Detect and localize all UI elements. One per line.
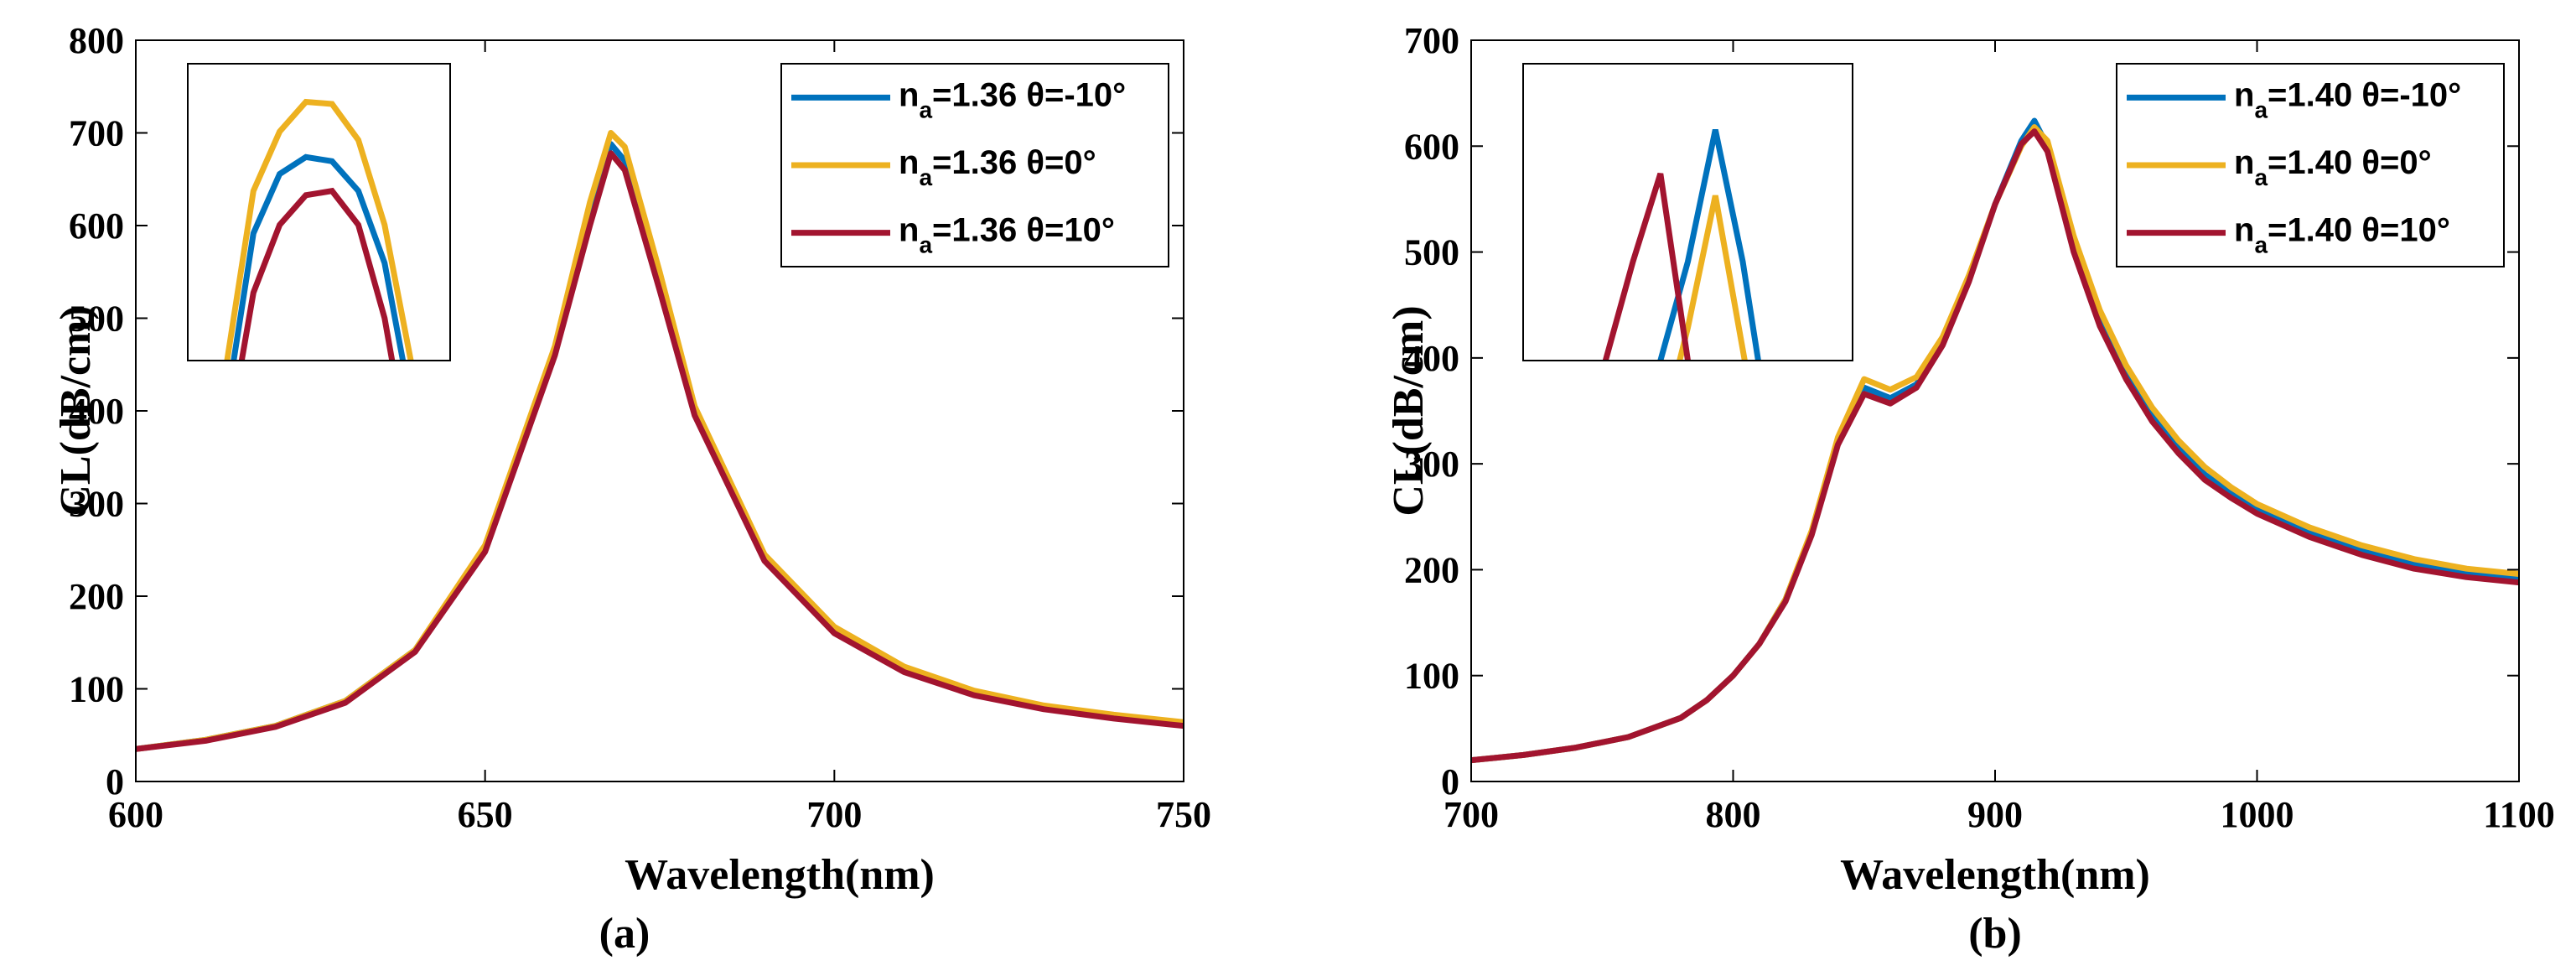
legend-label: na=1.40 θ=0° bbox=[2234, 144, 2432, 190]
inset-series-line-2 bbox=[1677, 195, 1748, 361]
x-tick-label: 1000 bbox=[2221, 794, 2294, 835]
y-tick-label: 400 bbox=[69, 391, 124, 432]
legend-label: na=1.36 θ=0° bbox=[899, 144, 1096, 190]
legend-label-sub: a bbox=[2254, 96, 2268, 122]
legend: na=1.40 θ=-10°na=1.40 θ=0°na=1.40 θ=10° bbox=[2116, 63, 2505, 267]
x-axis-label: Wavelength(nm) bbox=[1840, 851, 2150, 899]
y-tick-label: 700 bbox=[1404, 20, 1459, 61]
y-tick-label: 800 bbox=[69, 20, 124, 61]
legend-label-rest: =1.40 θ=0° bbox=[2268, 144, 2432, 181]
inset-background bbox=[188, 64, 450, 361]
x-axis-label: Wavelength(nm) bbox=[625, 851, 935, 899]
series-layer bbox=[136, 130, 1184, 752]
legend-label-sub: a bbox=[919, 164, 932, 190]
x-tick-label: 1100 bbox=[2483, 794, 2555, 835]
y-tick-labels: 0 100 200 300 400 500 600 700 bbox=[1404, 20, 1459, 802]
y-tick-label: 600 bbox=[69, 205, 124, 247]
legend-label-main: n bbox=[2234, 144, 2254, 181]
inset-series-layer bbox=[1602, 128, 1761, 361]
panel-label: (b) bbox=[1968, 910, 2022, 958]
x-tick-labels: 600 650 700 750 bbox=[108, 794, 1211, 835]
y-tick-label: 100 bbox=[1404, 656, 1459, 697]
inset-series-line-3 bbox=[238, 187, 396, 361]
x-tick-label: 750 bbox=[1156, 794, 1211, 835]
legend-label-rest: =1.36 θ=-10° bbox=[932, 76, 1126, 113]
legend-label: na=1.40 θ=-10° bbox=[2234, 76, 2461, 122]
legend-label-sub: a bbox=[919, 96, 932, 122]
legend-label-rest: =1.40 θ=10° bbox=[2268, 212, 2450, 249]
tick-marks bbox=[135, 39, 1184, 782]
inset-background bbox=[1523, 64, 1853, 361]
y-tick-label: 300 bbox=[1404, 444, 1459, 485]
inset-series-line-2 bbox=[224, 98, 414, 361]
legend-label-main: n bbox=[2234, 76, 2254, 113]
inset-series-line-3 bbox=[1602, 173, 1692, 361]
legend-label-rest: =1.36 θ=10° bbox=[932, 212, 1115, 249]
legend-label-sub: a bbox=[2254, 164, 2268, 190]
x-tick-label: 900 bbox=[1967, 794, 2023, 835]
y-axis-label: CL(dB/cm) bbox=[1385, 305, 1433, 516]
legend: na=1.36 θ=-10°na=1.36 θ=0°na=1.36 θ=10° bbox=[780, 63, 1169, 267]
x-tick-label: 800 bbox=[1706, 794, 1761, 835]
legend-label-main: n bbox=[899, 144, 919, 181]
y-tick-labels: 0 100 200 300 400 500 600 700 800 bbox=[69, 20, 124, 802]
y-tick-label: 500 bbox=[1404, 232, 1459, 273]
x-tick-label: 700 bbox=[806, 794, 862, 835]
x-tick-label: 650 bbox=[458, 794, 513, 835]
chart-panel-a: 0 100 200 300 400 500 600 700 800 600 650 700 750 W… bbox=[52, 20, 1211, 958]
inset-zoom bbox=[1522, 63, 1853, 361]
legend-label-sub: a bbox=[2254, 232, 2268, 258]
y-tick-label: 400 bbox=[1404, 338, 1459, 379]
legend-label-main: n bbox=[899, 212, 919, 249]
x-tick-labels: 700 800 900 1000 1100 bbox=[1443, 794, 2555, 835]
legend-label-main: n bbox=[2234, 212, 2254, 249]
y-axis-label: CL(dB/cm) bbox=[52, 305, 100, 516]
legend-label: na=1.36 θ=10° bbox=[899, 212, 1115, 258]
inset-frame bbox=[1522, 63, 1853, 361]
panel-label: (a) bbox=[599, 910, 650, 958]
y-tick-label: 0 bbox=[106, 761, 124, 802]
y-tick-label: 200 bbox=[1404, 549, 1459, 590]
chart-panel-b: 0 100 200 300 400 500 600 700 700 800 900 1000 1100… bbox=[1385, 20, 2555, 958]
legend-label-main: n bbox=[899, 76, 919, 113]
series-line-3 bbox=[1471, 128, 2519, 764]
legend-label: na=1.40 θ=10° bbox=[2234, 212, 2450, 258]
y-tick-label: 300 bbox=[69, 484, 124, 525]
inset-zoom bbox=[187, 63, 451, 361]
legend-label-rest: =1.40 θ=-10° bbox=[2268, 76, 2461, 113]
x-tick-label: 600 bbox=[108, 794, 163, 835]
legend-label: na=1.36 θ=-10° bbox=[899, 76, 1126, 122]
inset-series-layer bbox=[224, 98, 414, 361]
y-tick-label: 0 bbox=[1441, 761, 1459, 802]
series-line-3 bbox=[136, 150, 1184, 752]
x-tick-label: 700 bbox=[1443, 794, 1499, 835]
legend-label-rest: =1.36 θ=0° bbox=[932, 144, 1096, 181]
inset-frame bbox=[187, 63, 451, 361]
y-tick-label: 600 bbox=[1404, 126, 1459, 167]
y-tick-label: 200 bbox=[69, 576, 124, 617]
y-tick-label: 700 bbox=[69, 113, 124, 154]
y-tick-label: 100 bbox=[69, 669, 124, 710]
inset-series-line-1 bbox=[231, 153, 407, 361]
series-layer bbox=[1471, 117, 2519, 764]
legend-label-sub: a bbox=[919, 232, 932, 258]
tick-marks bbox=[1470, 39, 2520, 782]
y-tick-label: 500 bbox=[69, 299, 124, 340]
